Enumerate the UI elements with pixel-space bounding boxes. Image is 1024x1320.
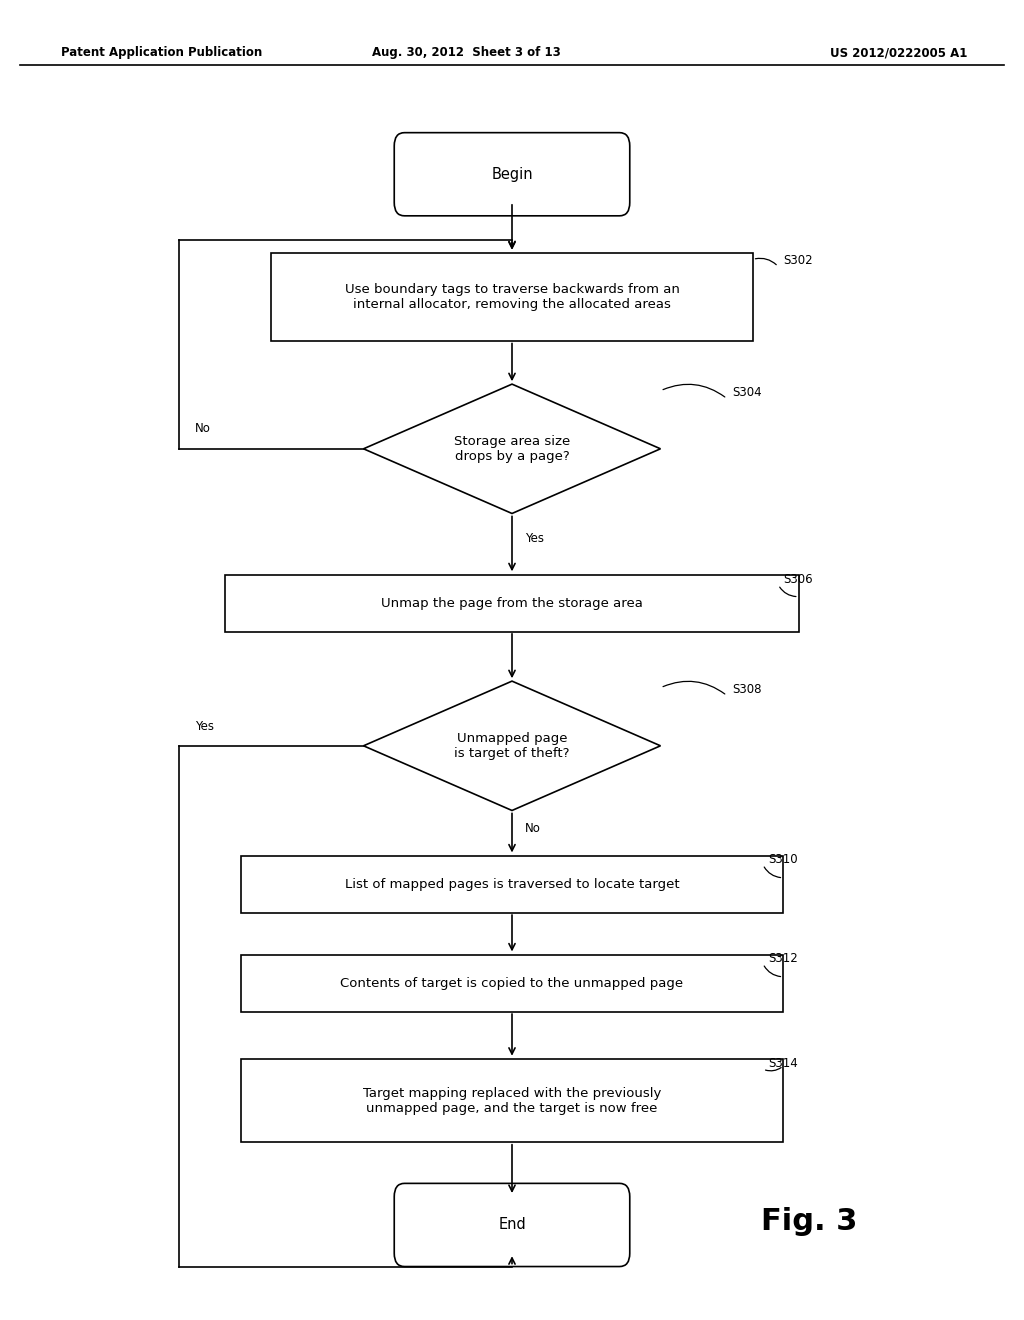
Polygon shape — [364, 681, 660, 810]
Text: List of mapped pages is traversed to locate target: List of mapped pages is traversed to loc… — [345, 878, 679, 891]
Bar — [225, 574, 799, 631]
FancyBboxPatch shape — [394, 133, 630, 215]
Text: S312: S312 — [768, 952, 798, 965]
Text: End: End — [498, 1217, 526, 1233]
Text: Target mapping replaced with the previously
unmapped page, and the target is now: Target mapping replaced with the previou… — [362, 1086, 662, 1115]
Text: Yes: Yes — [195, 719, 214, 733]
Text: Unmap the page from the storage area: Unmap the page from the storage area — [381, 597, 643, 610]
Text: US 2012/0222005 A1: US 2012/0222005 A1 — [830, 46, 968, 59]
Bar — [241, 1059, 783, 1142]
Text: No: No — [195, 422, 211, 436]
Text: Storage area size
drops by a page?: Storage area size drops by a page? — [454, 434, 570, 463]
Text: Unmapped page
is target of theft?: Unmapped page is target of theft? — [455, 731, 569, 760]
Text: Aug. 30, 2012  Sheet 3 of 13: Aug. 30, 2012 Sheet 3 of 13 — [372, 46, 560, 59]
FancyBboxPatch shape — [394, 1183, 630, 1267]
Text: Contents of target is copied to the unmapped page: Contents of target is copied to the unma… — [340, 977, 684, 990]
Text: S302: S302 — [783, 253, 813, 267]
Text: Fig. 3: Fig. 3 — [761, 1206, 857, 1236]
Polygon shape — [364, 384, 660, 513]
Text: Yes: Yes — [525, 532, 545, 545]
Text: S314: S314 — [768, 1057, 798, 1071]
Text: S310: S310 — [768, 853, 798, 866]
Text: No: No — [525, 822, 542, 836]
Text: S304: S304 — [732, 385, 762, 399]
Text: S308: S308 — [732, 682, 762, 696]
Text: Use boundary tags to traverse backwards from an
internal allocator, removing the: Use boundary tags to traverse backwards … — [344, 282, 680, 312]
Bar — [241, 956, 783, 1011]
Bar — [271, 253, 753, 341]
Text: S306: S306 — [783, 573, 813, 586]
Bar — [241, 857, 783, 913]
Text: Patent Application Publication: Patent Application Publication — [61, 46, 263, 59]
Text: Begin: Begin — [492, 166, 532, 182]
